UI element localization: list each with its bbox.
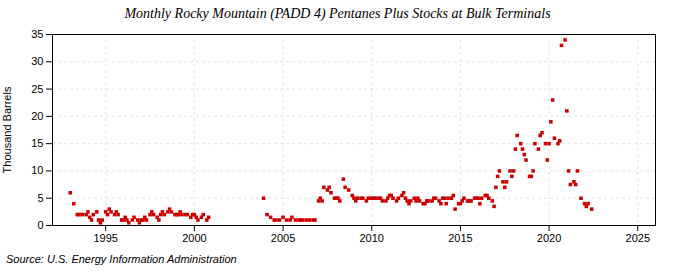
svg-text:20: 20 xyxy=(31,110,43,122)
html-text:Source: U.S. Energy Informatio: Source: U.S. Energy Information Administ… xyxy=(6,253,237,265)
svg-text:35: 35 xyxy=(31,28,43,40)
svg-text:0: 0 xyxy=(37,219,43,231)
svg-text:1995: 1995 xyxy=(93,232,117,244)
svg-text:2000: 2000 xyxy=(182,232,206,244)
svg-text:2020: 2020 xyxy=(537,232,561,244)
svg-text:2010: 2010 xyxy=(359,232,383,244)
svg-text:Thousand Barrels: Thousand Barrels xyxy=(1,86,13,173)
svg-text:2005: 2005 xyxy=(271,232,295,244)
svg-text:5: 5 xyxy=(37,192,43,204)
svg-text:15: 15 xyxy=(31,137,43,149)
svg-text:25: 25 xyxy=(31,83,43,95)
svg-text:10: 10 xyxy=(31,164,43,176)
svg-text:2015: 2015 xyxy=(448,232,472,244)
svg-text:2025: 2025 xyxy=(626,232,650,244)
html-text:Monthly Rocky Mountain (PADD 4: Monthly Rocky Mountain (PADD 4) Pentanes… xyxy=(124,6,551,21)
svg-text:30: 30 xyxy=(31,55,43,67)
